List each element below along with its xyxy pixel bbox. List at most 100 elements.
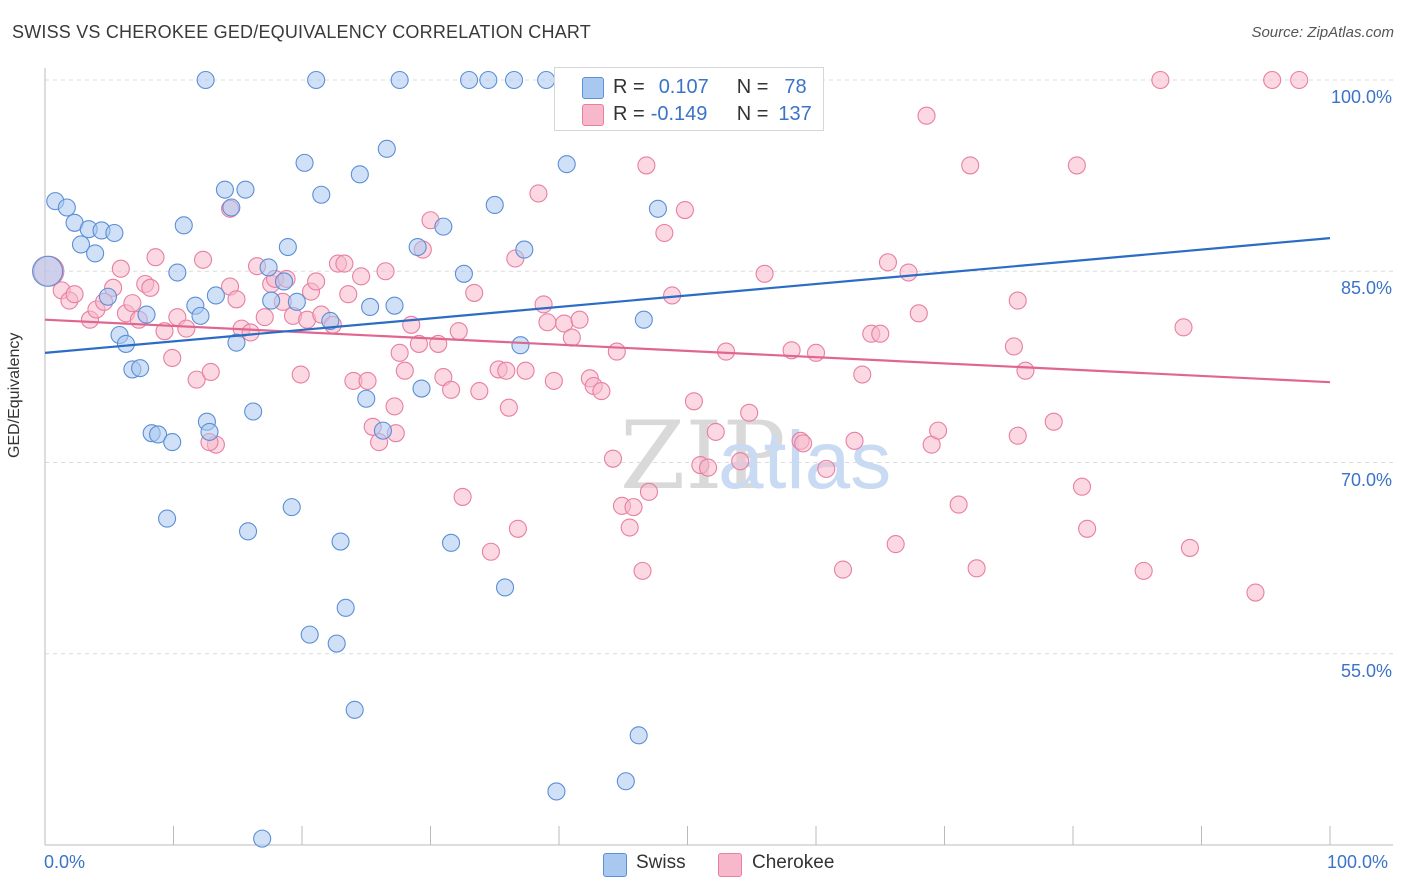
cherokee-point: [755, 264, 774, 283]
cherokee-point: [255, 308, 274, 327]
cherokee-point: [141, 278, 160, 297]
swiss-point: [504, 70, 524, 90]
y-tick-label: 85.0%: [1340, 278, 1392, 299]
swiss-point: [86, 244, 105, 263]
swiss-point: [71, 235, 91, 254]
legend-swatch-swiss: [582, 77, 604, 99]
cherokee-point: [886, 535, 905, 554]
swiss-point: [174, 216, 193, 235]
swiss-point: [345, 700, 364, 719]
legend: R = 0.107 N = 78 R = -0.149 N = 137: [554, 67, 824, 131]
swiss-point: [116, 334, 136, 353]
swiss-point: [648, 199, 667, 218]
cherokee-point: [177, 319, 196, 338]
cherokee-point: [1044, 412, 1063, 431]
cherokee-point: [675, 201, 694, 220]
swiss-point: [206, 286, 225, 305]
swiss-point: [253, 829, 272, 848]
swiss-point: [377, 139, 396, 158]
bottom-legend-swatch-cherokee: [718, 853, 742, 877]
y-tick-label: 70.0%: [1340, 469, 1392, 490]
cherokee-point: [1008, 291, 1027, 310]
cherokee-point: [465, 283, 484, 302]
cherokee-point: [794, 434, 813, 453]
swiss-point: [312, 185, 331, 204]
cherokee-point: [917, 106, 936, 125]
chart-title: SWISS VS CHEROKEE GED/EQUIVALENCY CORREL…: [12, 22, 591, 42]
swiss-point: [515, 240, 534, 259]
cherokee-point: [409, 334, 428, 353]
cherokee-point: [339, 285, 358, 304]
swiss-point: [537, 70, 556, 90]
cherokee-point: [607, 342, 626, 361]
cherokee-point: [740, 403, 759, 422]
legend-n-value-cherokee: 137: [778, 102, 812, 125]
cherokee-point: [201, 362, 220, 382]
swiss-point: [479, 70, 498, 90]
cherokee-point: [570, 310, 589, 329]
trend-lines: [44, 237, 1331, 384]
cherokee-point: [497, 361, 516, 380]
legend-r-value-swiss: 0.107: [658, 75, 709, 98]
swiss-point: [495, 578, 515, 597]
cherokee-point: [111, 259, 130, 278]
swiss-point: [215, 180, 234, 199]
swiss-point: [485, 195, 504, 214]
cherokee-point: [624, 498, 643, 517]
y-tick-label: 100.0%: [1330, 87, 1392, 107]
cherokee-point: [1174, 318, 1193, 337]
cherokee-point: [241, 323, 260, 342]
swiss-point: [274, 272, 294, 291]
swiss-point: [32, 255, 64, 287]
x-tick-label-max: 100.0%: [1327, 852, 1389, 872]
cherokee-point: [1290, 70, 1309, 90]
cherokee-point: [358, 371, 377, 390]
swiss-point: [331, 532, 350, 551]
swiss-point: [105, 223, 124, 243]
swiss-point: [547, 782, 566, 801]
axes: [44, 68, 1393, 846]
cherokee-point: [1008, 426, 1027, 445]
swiss-point: [300, 625, 319, 644]
swiss-point: [295, 153, 314, 172]
cherokee-point: [376, 262, 395, 281]
cherokee-point: [562, 328, 581, 347]
cherokee-point: [146, 248, 165, 267]
cherokee-point: [639, 482, 659, 501]
bottom-legend-swatch-swiss: [603, 853, 627, 877]
swiss-point: [629, 726, 648, 745]
swiss-point: [459, 70, 479, 90]
cherokee-point: [1134, 561, 1153, 580]
legend-r-label: R =: [613, 75, 645, 98]
cherokee-point: [853, 365, 872, 384]
bottom-legend-swiss: Swiss: [636, 852, 686, 873]
cherokee-point: [163, 348, 182, 368]
swiss-point: [262, 291, 281, 310]
swiss-point: [434, 217, 453, 236]
cherokee-point: [390, 343, 409, 362]
cherokee-point: [637, 156, 656, 175]
cherokee-point: [1067, 156, 1086, 175]
swiss-point: [259, 258, 278, 277]
cherokee-point: [534, 295, 553, 314]
swiss-point: [557, 155, 576, 174]
swiss-trend-line: [44, 237, 1331, 354]
cherokee-point: [395, 361, 414, 380]
cherokee-point: [878, 253, 898, 272]
cherokee-point: [1078, 519, 1097, 538]
legend-r-value-cherokee: -0.149: [650, 102, 708, 125]
swiss-point: [287, 292, 306, 311]
cherokee-point: [307, 272, 326, 291]
cherokee-point: [291, 365, 310, 384]
swiss-point: [149, 425, 168, 444]
cherokee-point: [806, 343, 826, 362]
cherokee-point: [385, 397, 404, 416]
cherokee-point: [967, 559, 986, 578]
cherokee-point: [899, 263, 918, 282]
cherokee-point: [481, 542, 500, 561]
swiss-point: [307, 70, 326, 90]
legend-n-value-swiss: 78: [784, 75, 807, 98]
y-tick-label: 55.0%: [1340, 660, 1392, 681]
swiss-point: [57, 198, 76, 217]
